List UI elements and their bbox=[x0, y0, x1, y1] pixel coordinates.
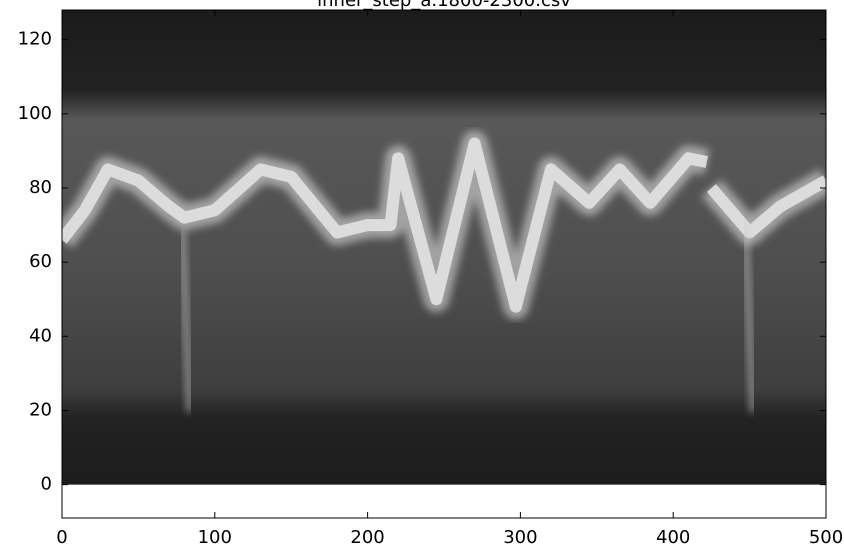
x-tick-label: 0 bbox=[56, 527, 67, 548]
y-tick-label: 0 bbox=[41, 474, 52, 495]
y-tick-label: 80 bbox=[29, 177, 52, 198]
y-tick-label: 100 bbox=[18, 103, 52, 124]
y-tick-label: 120 bbox=[18, 29, 52, 50]
plot-area bbox=[62, 10, 826, 485]
streak bbox=[179, 229, 193, 413]
ridge bbox=[62, 137, 826, 313]
x-tick-label: 500 bbox=[809, 527, 843, 548]
y-tick-label: 40 bbox=[29, 325, 52, 346]
x-tick-label: 200 bbox=[350, 527, 384, 548]
y-tick-label: 20 bbox=[29, 399, 52, 420]
x-tick-label: 300 bbox=[503, 527, 537, 548]
x-tick-label: 400 bbox=[656, 527, 690, 548]
chart-title: inner_step_a.1800-2300.csv bbox=[317, 0, 571, 11]
streak bbox=[742, 221, 756, 413]
y-tick-label: 60 bbox=[29, 251, 52, 272]
x-tick-label: 100 bbox=[198, 527, 232, 548]
plot-frame bbox=[61, 9, 827, 519]
